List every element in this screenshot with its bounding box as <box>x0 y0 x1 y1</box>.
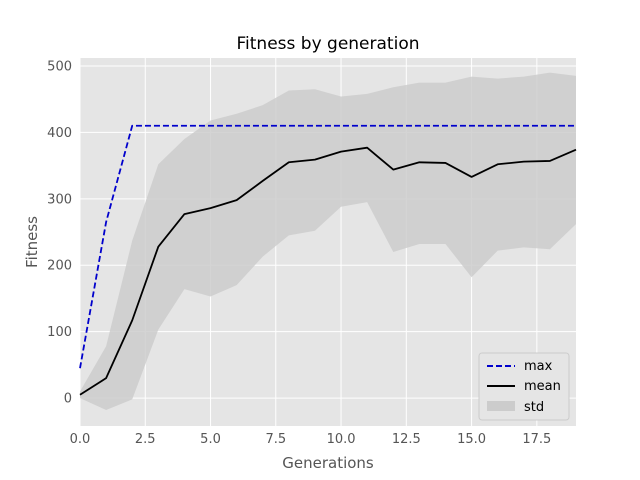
legend: max mean std <box>478 352 570 421</box>
series-layer <box>79 124 577 396</box>
std-band <box>80 72 576 411</box>
legend-swatch-std <box>487 401 515 411</box>
y-axis-label: Fitness <box>23 216 41 268</box>
y-tick-label: 0 <box>64 392 72 407</box>
y-tick-label: 300 <box>47 192 72 207</box>
legend-label-max: max <box>524 359 553 374</box>
legend-label-mean: mean <box>524 379 561 394</box>
chart-title: Fitness by generation <box>237 34 420 54</box>
x-tick-label: 12.5 <box>392 432 421 447</box>
x-tick-label: 7.5 <box>265 432 286 447</box>
x-tick-label: 15.0 <box>457 432 486 447</box>
series-line-max <box>79 124 576 369</box>
x-tick-label: 0.0 <box>70 432 91 447</box>
y-tick-label: 100 <box>47 325 72 340</box>
y-tick-labels: 0 100 200 300 400 500 <box>47 59 72 406</box>
x-tick-label: 17.5 <box>522 432 551 447</box>
legend-label-std: std <box>524 400 544 415</box>
y-tick-label: 400 <box>47 126 72 141</box>
series-line-mean <box>79 146 577 396</box>
y-tick-label: 500 <box>47 59 72 74</box>
y-tick-label: 200 <box>47 259 72 274</box>
x-tick-label: 5.0 <box>200 432 221 447</box>
x-tick-labels: 0.0 2.5 5.0 7.5 10.0 12.5 15.0 17.5 <box>70 432 552 447</box>
x-tick-label: 2.5 <box>135 432 156 447</box>
x-axis-label: Generations <box>282 454 374 472</box>
x-tick-label: 10.0 <box>327 432 356 447</box>
std-band-layer <box>80 72 576 411</box>
